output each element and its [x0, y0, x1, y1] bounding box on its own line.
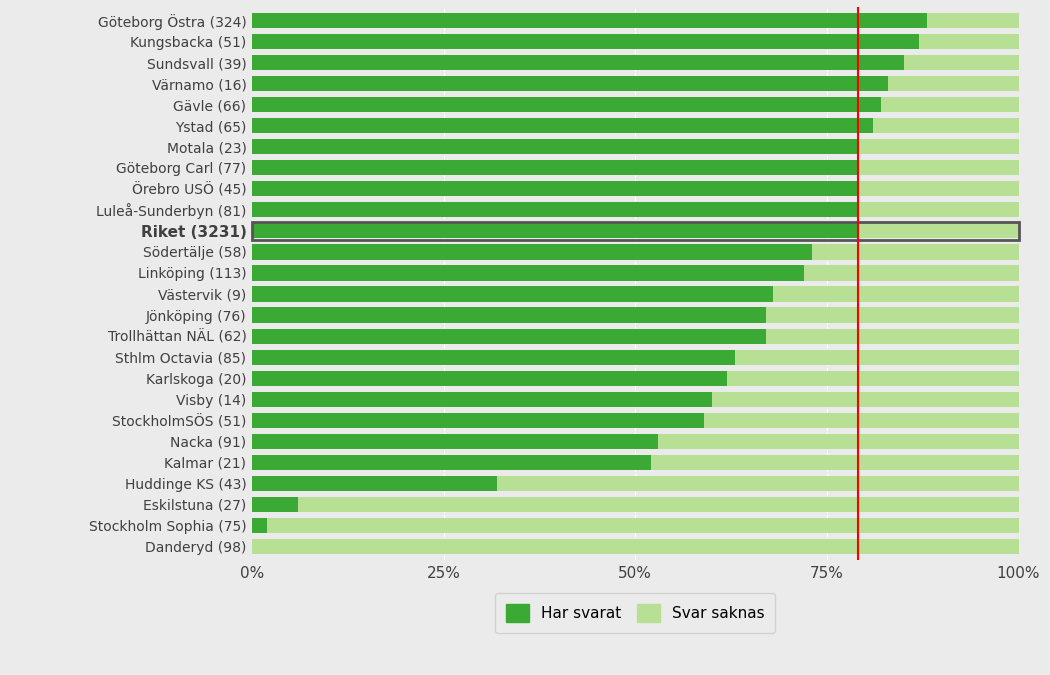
Bar [252, 76, 1018, 91]
Bar [252, 329, 765, 344]
Bar [252, 455, 651, 470]
Bar [252, 371, 728, 386]
Bar [252, 308, 1018, 323]
Bar [252, 265, 804, 281]
Bar [252, 265, 1018, 281]
Bar [252, 139, 1018, 155]
Bar [252, 412, 705, 428]
Bar [252, 160, 1018, 176]
Bar [252, 308, 765, 323]
Bar [252, 244, 1018, 259]
Bar [252, 518, 268, 533]
Bar [252, 181, 1018, 196]
Bar [252, 97, 1018, 112]
Bar [252, 118, 1018, 133]
Bar [252, 286, 773, 302]
Bar [252, 476, 498, 491]
Bar [252, 286, 1018, 302]
Bar [252, 412, 1018, 428]
Bar [252, 223, 1018, 238]
Bar [252, 202, 858, 217]
Bar [252, 434, 1018, 449]
Bar [252, 371, 1018, 386]
Bar [252, 350, 735, 365]
Bar [252, 497, 1018, 512]
Bar [252, 539, 1018, 554]
Bar [252, 34, 1018, 49]
Bar [252, 202, 1018, 217]
Bar [252, 497, 298, 512]
Bar [252, 139, 858, 155]
Bar [252, 434, 658, 449]
Bar [252, 181, 858, 196]
Bar [252, 244, 812, 259]
Bar [252, 118, 873, 133]
Bar [252, 55, 1018, 70]
Bar [252, 350, 1018, 365]
Bar [252, 518, 1018, 533]
Legend: Har svarat, Svar saknas: Har svarat, Svar saknas [496, 593, 775, 633]
Bar [252, 392, 1018, 407]
Bar [252, 13, 1018, 28]
Bar [252, 34, 919, 49]
Bar [252, 455, 1018, 470]
Bar [252, 97, 881, 112]
Bar [252, 55, 903, 70]
Bar [252, 392, 712, 407]
Bar [252, 476, 1018, 491]
Bar [252, 160, 858, 176]
Bar [252, 223, 858, 238]
Bar [252, 76, 888, 91]
Bar [252, 329, 1018, 344]
Bar [252, 13, 926, 28]
